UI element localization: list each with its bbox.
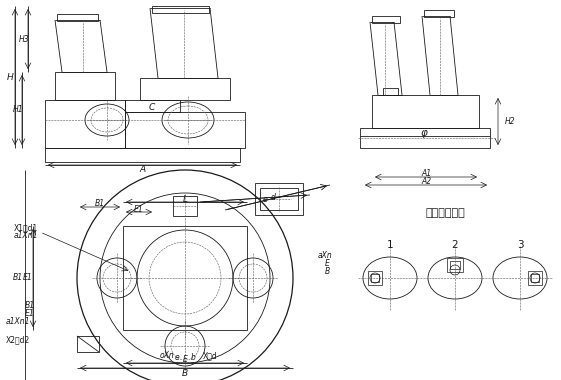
Text: E1: E1 (134, 204, 144, 214)
Text: H1: H1 (13, 106, 24, 114)
Bar (152, 6, 209, 13)
Text: 1: 1 (387, 240, 393, 250)
Text: a1Xn1: a1Xn1 (6, 318, 30, 326)
Bar (360, 128, 490, 148)
Text: e: e (263, 195, 268, 204)
Text: E1: E1 (25, 309, 35, 318)
Text: H2: H2 (505, 117, 516, 125)
Text: X1孔d1: X1孔d1 (14, 223, 38, 233)
Bar (125, 112, 245, 148)
Bar (255, 183, 303, 215)
Bar (447, 258, 463, 272)
Text: 3: 3 (517, 240, 523, 250)
Bar (424, 10, 454, 17)
Text: E: E (182, 356, 187, 364)
Text: B1: B1 (25, 301, 35, 309)
Bar (140, 78, 230, 100)
Text: a1Xn1: a1Xn1 (13, 231, 38, 241)
Bar (125, 100, 180, 112)
Text: B: B (182, 369, 188, 378)
Bar (372, 16, 400, 23)
Text: E: E (325, 258, 330, 268)
Text: A1: A1 (421, 168, 431, 177)
Bar (123, 226, 247, 330)
Text: d: d (270, 193, 275, 201)
Text: E1: E1 (23, 274, 33, 282)
Bar (371, 274, 379, 282)
Text: B1: B1 (95, 200, 105, 209)
Text: H: H (7, 73, 13, 81)
Text: B1: B1 (13, 274, 23, 282)
Bar (57, 14, 98, 21)
Bar (45, 100, 125, 148)
Text: b: b (191, 353, 195, 363)
Text: L: L (182, 195, 187, 204)
Bar (383, 88, 398, 95)
Bar (77, 336, 99, 352)
Text: e: e (174, 353, 180, 363)
Bar (372, 95, 479, 128)
Text: B: B (325, 266, 330, 276)
Bar (55, 72, 115, 100)
Text: A: A (140, 166, 146, 174)
Text: A2: A2 (421, 177, 431, 187)
Text: oXn: oXn (160, 352, 174, 361)
Text: aXn: aXn (318, 250, 333, 260)
Bar (260, 188, 298, 210)
Bar (531, 274, 539, 282)
Text: X2孔d2: X2孔d2 (6, 336, 30, 345)
Bar (173, 196, 197, 216)
Text: C: C (149, 103, 155, 112)
Text: φ: φ (421, 128, 427, 138)
Text: 2: 2 (452, 240, 458, 250)
Bar (45, 148, 240, 162)
Bar (368, 271, 382, 285)
Bar (450, 261, 460, 269)
Bar (528, 271, 542, 285)
Text: H3: H3 (19, 35, 29, 43)
Text: X孔d: X孔d (203, 352, 217, 361)
Text: 传动布置形式: 传动布置形式 (425, 208, 465, 218)
